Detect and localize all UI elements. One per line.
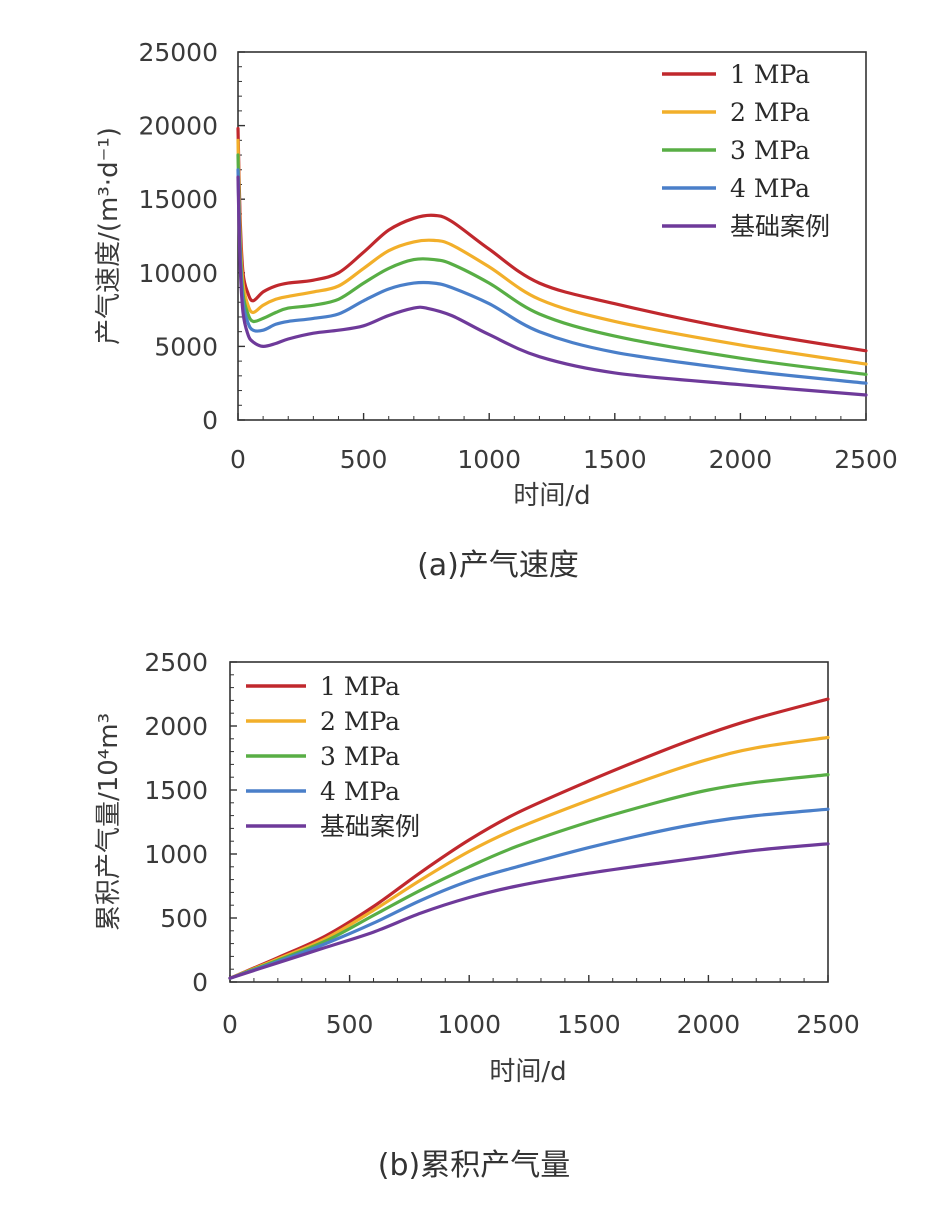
chart-b-series-lines — [228, 697, 830, 980]
legend-label: 2 MPa — [320, 707, 400, 736]
chart-a-y-label: 产气速度/(m³·d⁻¹) — [94, 127, 124, 345]
y-tick-label: 2000 — [144, 712, 208, 741]
y-tick-label: 1500 — [144, 776, 208, 805]
chart-a-x-label: 时间/d — [513, 481, 590, 511]
y-tick-label: 0 — [192, 968, 208, 997]
y-tick-label: 2500 — [144, 648, 208, 677]
series-line-a-4 — [236, 175, 868, 397]
series-line-b-0 — [228, 697, 830, 980]
series-line-a-3 — [236, 168, 868, 385]
chart-a-y-label-main: 产气速度/ — [94, 232, 124, 345]
y-tick-label: 15000 — [138, 185, 218, 214]
y-tick-label: 1000 — [144, 840, 208, 869]
x-tick-label: 1500 — [583, 445, 647, 474]
legend-label: 1 MPa — [320, 672, 400, 701]
legend-label: 4 MPa — [320, 777, 400, 806]
series-line-b-4 — [228, 842, 830, 980]
legend-label: 3 MPa — [320, 742, 400, 771]
legend-label: 1 MPa — [730, 60, 810, 89]
legend-label: 2 MPa — [730, 98, 810, 127]
legend-label: 基础案例 — [730, 212, 830, 241]
y-tick-label: 10000 — [138, 259, 218, 288]
legend-label: 基础案例 — [320, 812, 420, 841]
x-tick-label: 0 — [230, 445, 246, 474]
legend-label: 3 MPa — [730, 136, 810, 165]
series-line-a-0 — [236, 126, 868, 353]
x-tick-label: 1000 — [457, 445, 521, 474]
x-tick-label: 2000 — [709, 445, 773, 474]
x-tick-label: 500 — [340, 445, 388, 474]
series-line-a-1 — [236, 138, 868, 366]
x-tick-label: 2000 — [677, 1010, 741, 1039]
chart-b-cumulative-gas: 0 500 1000 1500 2000 2500 0 500 1000 1500 2000 250… — [94, 648, 860, 1183]
y-tick-label: 0 — [202, 406, 218, 435]
x-tick-label: 0 — [222, 1010, 238, 1039]
x-tick-label: 2500 — [796, 1010, 860, 1039]
x-tick-label: 500 — [326, 1010, 374, 1039]
chart-a-legend: 1 MPa 2 MPa 3 MPa 4 MPa 基础案例 — [662, 60, 830, 241]
svg-text:产气速度/(m³·d⁻¹): 产气速度/(m³·d⁻¹) — [94, 127, 124, 345]
legend-label: 4 MPa — [730, 174, 810, 203]
series-line-a-2 — [236, 153, 868, 376]
series-line-b-2 — [228, 773, 830, 980]
chart-b-x-ticks: 0 500 1000 1500 2000 2500 — [222, 975, 860, 1039]
x-tick-label: 1500 — [557, 1010, 621, 1039]
chart-b-caption: (b)累积产气量 — [378, 1148, 570, 1183]
chart-b-y-label: 累积产气量/10⁴m³ — [94, 713, 124, 931]
chart-a-series-lines — [236, 126, 868, 397]
y-tick-label: 20000 — [138, 112, 218, 141]
y-tick-label: 25000 — [138, 38, 218, 67]
series-line-b-3 — [228, 807, 830, 980]
chart-b-y-ticks: 0 500 1000 1500 2000 2500 — [144, 648, 237, 997]
chart-b-legend: 1 MPa 2 MPa 3 MPa 4 MPa 基础案例 — [246, 672, 420, 841]
chart-a-caption: (a)产气速度 — [417, 548, 579, 583]
chart-a-y-ticks: 0 5000 10000 15000 20000 25000 — [138, 38, 245, 435]
y-tick-label: 5000 — [154, 332, 218, 361]
y-tick-label: 500 — [160, 904, 208, 933]
chart-a-y-label-unit: (m³·d⁻¹) — [94, 127, 124, 232]
x-tick-label: 1000 — [437, 1010, 501, 1039]
x-tick-label: 2500 — [834, 445, 898, 474]
chart-a-x-ticks: 0 500 1000 1500 2000 2500 — [230, 413, 898, 474]
chart-a-gas-rate: 0 500 1000 1500 2000 2500 0 5000 10000 15000 2000… — [94, 38, 898, 583]
chart-b-x-label: 时间/d — [489, 1057, 566, 1087]
series-line-b-1 — [228, 735, 830, 980]
